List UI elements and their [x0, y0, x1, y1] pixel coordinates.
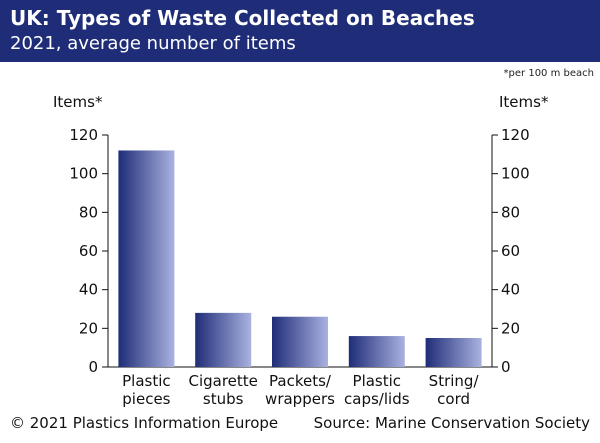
x-category-label: Plastic — [122, 372, 171, 390]
y-tick-label-left: 80 — [79, 203, 98, 221]
y-tick-label-right: 40 — [501, 281, 520, 299]
x-category-label: stubs — [203, 390, 244, 408]
y-tick-label-right: 60 — [501, 242, 520, 260]
source-text: Source: Marine Conservation Society — [313, 414, 590, 432]
y-tick-label-right: 100 — [501, 165, 530, 183]
x-category-label: wrappers — [265, 390, 335, 408]
bar-cigarette-stubs — [195, 312, 252, 367]
bar-string-cord — [425, 338, 482, 367]
y-tick-label-right: 0 — [501, 358, 511, 376]
chart-title: UK: Types of Waste Collected on Beaches — [10, 6, 475, 30]
x-category-label: Packets/ — [269, 372, 332, 390]
y-axis-label-right: Items* — [499, 93, 549, 111]
x-category-label: cord — [437, 390, 470, 408]
x-category-label: pieces — [122, 390, 170, 408]
x-category-label: Plastic — [353, 372, 402, 390]
chart-subtitle: 2021, average number of items — [10, 33, 296, 54]
y-tick-label-left: 20 — [79, 319, 98, 337]
y-tick-label-left: 60 — [79, 242, 98, 260]
y-tick-label-left: 100 — [69, 165, 98, 183]
bar-plastic-pieces — [118, 150, 175, 367]
y-tick-label-right: 20 — [501, 319, 520, 337]
y-tick-label-left: 40 — [79, 281, 98, 299]
y-tick-label-left: 120 — [69, 126, 98, 144]
bar-plastic-caps-lids — [348, 336, 405, 367]
y-tick-label-left: 0 — [88, 358, 98, 376]
x-category-label: caps/lids — [344, 390, 410, 408]
chart-header: UK: Types of Waste Collected on Beaches … — [0, 0, 600, 62]
bar-packets-wrappers — [272, 316, 328, 367]
x-category-label: Cigarette — [188, 372, 257, 390]
x-category-label: String/ — [429, 372, 480, 390]
footnote: *per 100 m beach — [503, 68, 594, 79]
copyright-text: © 2021 Plastics Information Europe — [10, 414, 279, 432]
y-axis-label-left: Items* — [53, 93, 103, 111]
y-tick-label-right: 120 — [501, 126, 530, 144]
y-tick-label-right: 80 — [501, 203, 520, 221]
